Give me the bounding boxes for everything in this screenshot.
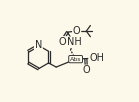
Text: O: O: [59, 37, 66, 47]
Text: OH: OH: [89, 53, 104, 63]
Text: Abs: Abs: [70, 57, 81, 62]
Text: N: N: [35, 40, 42, 50]
Text: O: O: [83, 65, 90, 75]
Text: NH: NH: [67, 37, 82, 47]
Text: O: O: [73, 26, 80, 36]
